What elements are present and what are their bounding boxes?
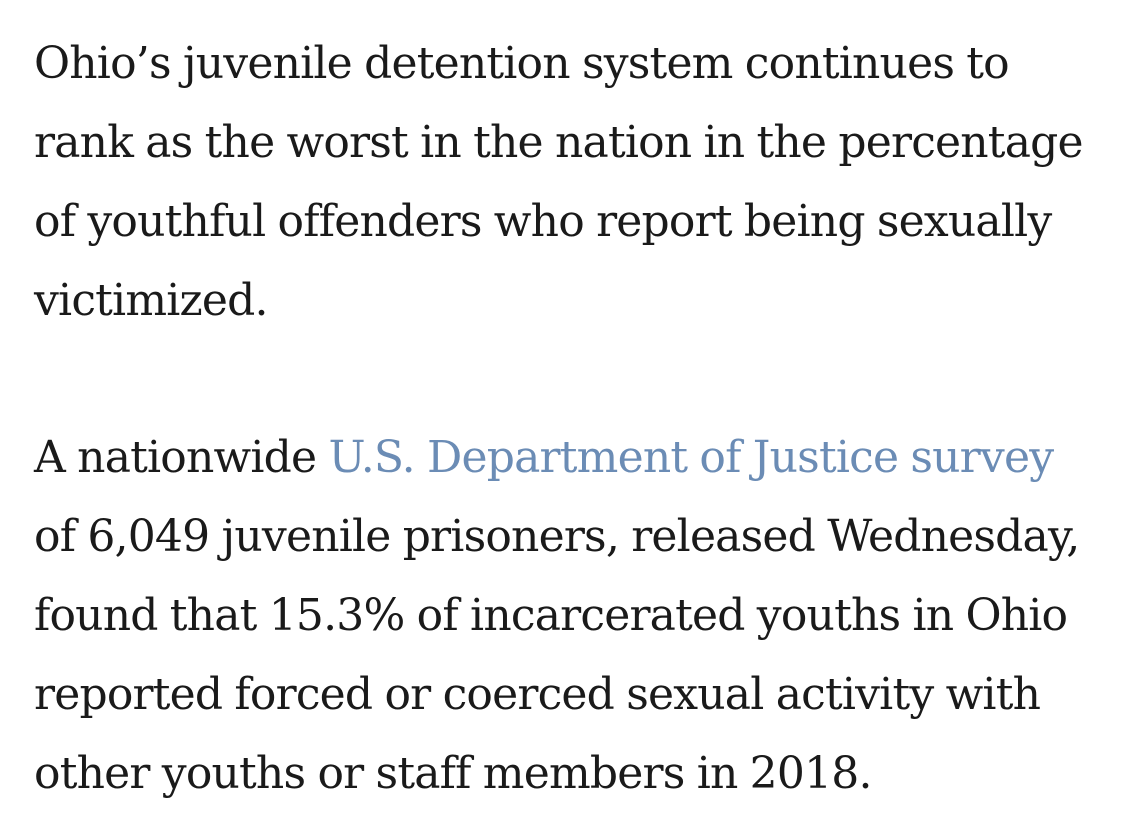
paragraph-line: rank as the worst in the nation in the p… [34,117,1084,168]
doj-survey-link[interactable]: U.S. Department of Justice survey [328,432,1054,483]
paragraph-spacer [34,340,1094,418]
paragraph-line: A nationwide U.S. Department of Justice … [34,418,1094,497]
paragraph-line: reported forced or coerced sexual activi… [34,669,1041,720]
paragraph-line: of youthful offenders who report being s… [34,196,1052,247]
line-prefix: A nationwide [34,432,329,483]
paragraph-line: other youths or staff members in 2018. [34,748,872,799]
paragraph-line: found that 15.3% of incarcerated youths … [34,590,1068,641]
paragraph-line: victimized. [34,275,269,326]
article-body: Ohio’s juvenile detention system continu… [34,24,1094,813]
paragraph-line: of 6,049 juvenile prisoners, released We… [34,511,1080,562]
paragraph-line: Ohio’s juvenile detention system continu… [34,38,1010,89]
paragraph-1: Ohio’s juvenile detention system continu… [34,24,1094,340]
paragraph-2: A nationwide U.S. Department of Justice … [34,418,1094,813]
